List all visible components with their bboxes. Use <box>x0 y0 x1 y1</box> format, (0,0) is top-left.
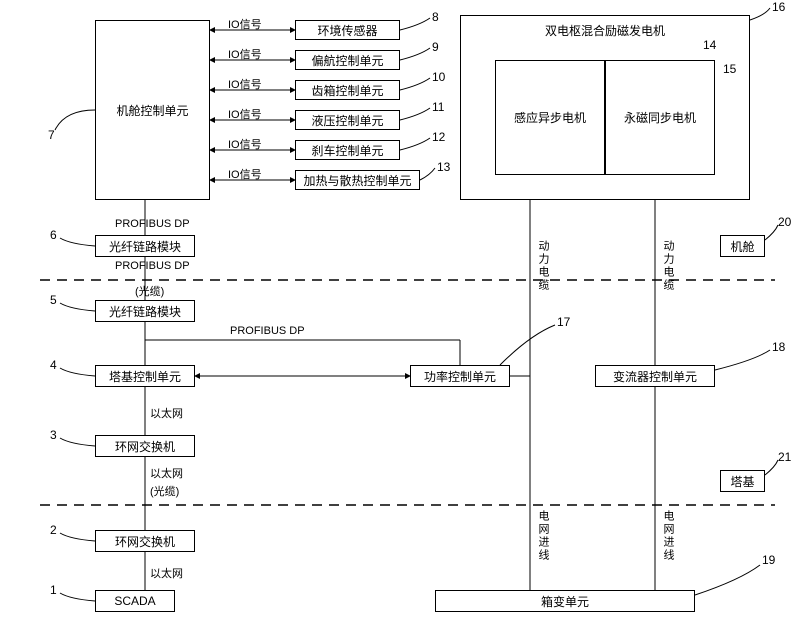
lead-6: 6 <box>50 228 57 242</box>
lead-18: 18 <box>772 340 785 354</box>
lead-4: 4 <box>50 358 57 372</box>
lead-15: 15 <box>723 62 736 76</box>
profibus-3: PROFIBUS DP <box>230 325 305 337</box>
io-label-2: IO信号 <box>228 46 262 62</box>
lead-9: 9 <box>432 40 439 54</box>
converter-control-unit: 变流器控制单元 <box>595 365 715 387</box>
n4-label: 塔基控制单元 <box>109 368 181 385</box>
lead-5: 5 <box>50 293 57 307</box>
lead-2: 2 <box>50 523 57 537</box>
lead-17: 17 <box>557 315 570 329</box>
yaw-control: 偏航控制单元 <box>295 50 400 70</box>
lead-8: 8 <box>432 10 439 24</box>
scada: SCADA <box>95 590 175 612</box>
box-transformer-unit: 箱变单元 <box>435 590 695 612</box>
lead-11: 11 <box>432 100 444 114</box>
n14-label: 感应异步电机 <box>514 109 586 126</box>
lead-19: 19 <box>762 553 775 567</box>
power-control-unit: 功率控制单元 <box>410 365 510 387</box>
grid-line-2: 电网进线 <box>660 510 676 562</box>
n5-label: 光纤链路模块 <box>109 303 181 320</box>
io-label-5: IO信号 <box>228 136 262 152</box>
ethernet-3: 以太网 <box>150 565 183 581</box>
n10-label: 齿箱控制单元 <box>311 82 383 99</box>
profibus-2: PROFIBUS DP <box>115 260 190 272</box>
ethernet-1: 以太网 <box>150 405 183 421</box>
fiber-link-2: 光纤链路模块 <box>95 300 195 322</box>
n9-label: 偏航控制单元 <box>311 52 383 69</box>
ethernet-2b: (光缆) <box>150 483 179 499</box>
lead-21: 21 <box>778 450 791 464</box>
lead-12: 12 <box>432 130 445 144</box>
tower-base-control: 塔基控制单元 <box>95 365 195 387</box>
lead-3: 3 <box>50 428 57 442</box>
n7-label: 机舱控制单元 <box>116 102 188 119</box>
n3-label: 环网交换机 <box>115 438 175 455</box>
lead-20: 20 <box>778 215 791 229</box>
lead-16: 16 <box>772 0 785 14</box>
ethernet-2: 以太网 <box>150 465 183 481</box>
pm-sync-motor: 永磁同步电机 <box>605 60 715 175</box>
n1-label: SCADA <box>114 594 155 608</box>
fiber-link-1: 光纤链路模块 <box>95 235 195 257</box>
n11-label: 液压控制单元 <box>311 112 383 129</box>
hydraulic-control: 液压控制单元 <box>295 110 400 130</box>
n20-label: 机舱 <box>730 238 754 255</box>
io-label-1: IO信号 <box>228 16 262 32</box>
n2-label: 环网交换机 <box>115 533 175 550</box>
lead-13: 13 <box>437 160 450 174</box>
ring-switch-2: 环网交换机 <box>95 530 195 552</box>
n18-label: 变流器控制单元 <box>613 368 697 385</box>
nacelle-label-box: 机舱 <box>720 235 765 257</box>
n19-label: 箱变单元 <box>541 593 589 610</box>
profibus-2b: (光缆) <box>135 283 164 299</box>
power-cable-1: 动力电缆 <box>535 240 551 292</box>
n16-label: 双电枢混合励磁发电机 <box>545 22 665 39</box>
io-label-4: IO信号 <box>228 106 262 122</box>
tower-base-label-box: 塔基 <box>720 470 765 492</box>
lead-7: 7 <box>48 128 55 142</box>
io-label-6: IO信号 <box>228 166 262 182</box>
power-cable-2: 动力电缆 <box>660 240 676 292</box>
lead-1: 1 <box>50 583 57 597</box>
n8-label: 环境传感器 <box>317 22 377 39</box>
env-sensor: 环境传感器 <box>295 20 400 40</box>
brake-control: 刹车控制单元 <box>295 140 400 160</box>
induction-motor: 感应异步电机 <box>495 60 605 175</box>
n12-label: 刹车控制单元 <box>311 142 383 159</box>
gearbox-control: 齿箱控制单元 <box>295 80 400 100</box>
ring-switch-1: 环网交换机 <box>95 435 195 457</box>
grid-line-1: 电网进线 <box>535 510 551 562</box>
n6-label: 光纤链路模块 <box>109 238 181 255</box>
profibus-1: PROFIBUS DP <box>115 218 190 230</box>
io-label-3: IO信号 <box>228 76 262 92</box>
n21-label: 塔基 <box>730 473 754 490</box>
n13-label: 加热与散热控制单元 <box>303 172 411 189</box>
n15-label: 永磁同步电机 <box>624 109 696 126</box>
n17-label: 功率控制单元 <box>424 368 496 385</box>
nacelle-control-unit: 机舱控制单元 <box>95 20 210 200</box>
heating-cooling-control: 加热与散热控制单元 <box>295 170 420 190</box>
lead-14: 14 <box>703 38 716 52</box>
lead-10: 10 <box>432 70 445 84</box>
